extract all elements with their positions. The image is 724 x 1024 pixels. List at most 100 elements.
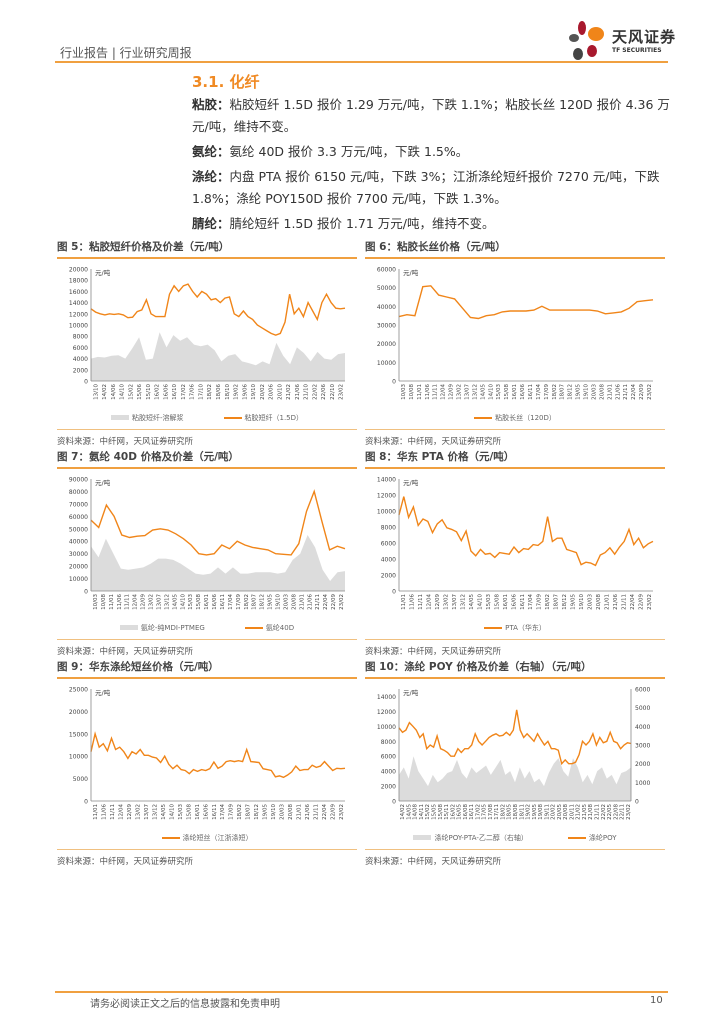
x-tick-label: 13/12 (461, 594, 467, 610)
x-tick-label: 15/08 (186, 803, 192, 819)
x-tick-label: 20/11 (569, 804, 575, 820)
x-tick-label: 21/11 (315, 594, 321, 610)
x-tick-label: 15/02 (128, 384, 134, 400)
legend-swatch (474, 416, 493, 419)
figure-source: 资料来源：中纤网，天风证券研究所 (365, 646, 502, 657)
x-tick-label: 16/11 (528, 384, 534, 400)
y2-tick-label: 6000 (635, 686, 650, 693)
x-tick-label: 11/01 (417, 384, 423, 400)
x-tick-label: 17/09 (236, 593, 242, 609)
x-tick-label: 22/04 (322, 803, 328, 819)
x-tick-label: 11/06 (102, 803, 108, 819)
paragraph-text: 内盘 PTA 报价 6150 元/吨，下跌 3%；江浙涤纶短纤报价 7270 元… (192, 169, 660, 206)
x-tick-label: 15/08 (196, 593, 202, 609)
legend-swatch (119, 625, 138, 630)
x-tick-label: 21/06 (305, 803, 311, 819)
unit-label: 元/吨 (403, 268, 419, 277)
y-tick-label: 18000 (69, 277, 88, 284)
legend-item: PTA（华东） (484, 623, 546, 633)
x-tick-label: 21/01 (299, 594, 305, 610)
y-tick-label: 4000 (381, 768, 396, 775)
x-tick-label: 16/01 (204, 594, 210, 610)
figure-source: 资料来源：中纤网，天风证券研究所 (365, 436, 502, 447)
x-tick-label: 17/05 (482, 803, 488, 819)
x-tick-label: 14/05 (406, 803, 412, 819)
x-tick-label: 22/10 (330, 383, 336, 399)
x-tick-label: 14/10 (488, 383, 494, 399)
x-tick-label: 11/06 (117, 593, 123, 609)
x-tick-label: 13/12 (153, 804, 159, 820)
x-tick-label: 20/08 (596, 593, 602, 609)
y-tick-label: 10000 (377, 723, 396, 730)
x-tick-label: 22/11 (620, 804, 626, 820)
figure-title: 图 8：华东 PTA 价格（元/吨） (365, 451, 515, 463)
x-tick-label: 18/07 (554, 593, 560, 609)
x-tick-label: 20/02 (260, 384, 266, 400)
line-series (398, 284, 654, 319)
y-tick-label: 2000 (73, 367, 88, 374)
y-tick-label: 40000 (69, 538, 88, 545)
legend-label: PTA（华东） (505, 623, 546, 632)
x-tick-label: 15/06 (137, 383, 143, 399)
x-tick-label: 18/02 (244, 594, 250, 610)
x-tick-label: 20/05 (557, 803, 563, 819)
x-tick-label: 16/11 (520, 594, 526, 610)
x-tick-label: 16/11 (220, 594, 226, 610)
y-tick-label: 90000 (69, 476, 88, 483)
x-tick-label: 11/11 (125, 594, 131, 610)
area-series (91, 331, 345, 381)
chart-plot: 0 10000 20000 30000 40000 50000 60000 70000 8000… (69, 476, 346, 610)
x-tick-label: 11/11 (433, 384, 439, 400)
y-tick-label: 10000 (377, 359, 396, 366)
x-tick-label: 16/01 (503, 594, 509, 610)
figure-divider (365, 467, 665, 469)
unit-label: 元/吨 (403, 688, 419, 697)
legend-label: 氨纶-纯MDI-PTMEG (140, 623, 205, 632)
figure-bottom-divider (365, 848, 665, 850)
unit-label: 元/吨 (95, 268, 111, 277)
y-tick-label: 0 (84, 378, 88, 385)
y-tick-label: 30000 (69, 551, 88, 558)
figure-source: 资料来源：中纤网，天风证券研究所 (57, 856, 194, 867)
figure-divider (57, 467, 357, 469)
line-series (398, 495, 654, 566)
x-tick-label: 16/06 (212, 593, 218, 609)
x-tick-label: 17/09 (537, 593, 543, 609)
x-tick-label: 20/08 (563, 803, 569, 819)
x-tick-label: 14/10 (169, 803, 175, 819)
y-tick-label: 0 (392, 588, 396, 595)
legend-item: 粘胶长丝（120D） (474, 413, 556, 423)
y-tick-label: 20000 (69, 266, 88, 273)
figure-title: 图 5：粘胶短纤价格及价差（元/吨） (57, 241, 230, 253)
x-tick-label: 16/02 (155, 384, 161, 400)
x-tick-label: 15/08 (494, 593, 500, 609)
x-tick-label: 21/11 (313, 804, 319, 820)
unit-label: 元/吨 (95, 478, 111, 487)
figure-bottom-divider (57, 638, 357, 640)
y-tick-label: 6000 (381, 753, 396, 760)
y-tick-label: 8000 (381, 524, 396, 531)
y-tick-label: 60000 (377, 266, 396, 273)
x-tick-label: 18/12 (260, 594, 266, 610)
x-tick-label: 21/08 (588, 803, 594, 819)
unit-label: 元/吨 (403, 478, 419, 487)
x-tick-label: 17/08 (488, 803, 494, 819)
x-tick-label: 15/08 (504, 383, 510, 399)
x-tick-label: 16/06 (520, 383, 526, 399)
paragraph-spandex: 氨纶：氨纶 40D 报价 3.3 万元/吨，下跌 1.5%。 (192, 141, 670, 163)
x-tick-label: 17/02 (181, 384, 187, 400)
x-tick-label: 16/01 (512, 384, 518, 400)
paragraph-label: 氨纶： (192, 144, 230, 159)
x-tick-label: 15/03 (188, 593, 194, 609)
area-series (91, 534, 345, 591)
y-tick-label: 0 (392, 378, 396, 385)
x-tick-label: 13/02 (444, 594, 450, 610)
x-tick-label: 19/10 (276, 593, 282, 609)
paragraph-text: 腈纶短纤 1.5D 报价 1.71 万元/吨，维持不变。 (229, 216, 495, 231)
x-tick-label: 10/03 (93, 593, 99, 609)
paragraph-polyester: 涤纶：内盘 PTA 报价 6150 元/吨，下跌 3%；江浙涤纶短纤报价 727… (192, 166, 670, 210)
y2-tick-label: 2000 (635, 761, 650, 768)
y-tick-label: 10000 (69, 576, 88, 583)
x-tick-label: 13/12 (472, 384, 478, 400)
x-tick-label: 18/02 (500, 804, 506, 820)
